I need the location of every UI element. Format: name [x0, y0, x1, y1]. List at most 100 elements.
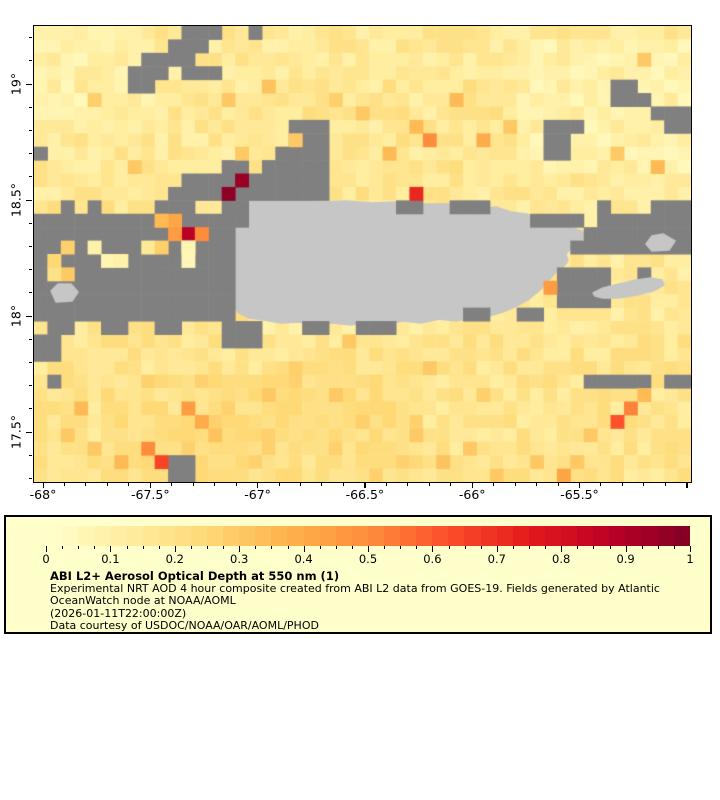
colorbar-minor-tick — [609, 546, 611, 549]
colorbar-minor-tick — [448, 546, 450, 549]
colorbar-segment — [544, 526, 561, 546]
legend-line: Data courtesy of USDOC/NOAA/OAR/AOML/PHO… — [50, 619, 319, 633]
lat-tick-label: 19° — [8, 72, 24, 96]
lat-minor-tick — [28, 222, 32, 224]
lat-major-tick — [26, 315, 32, 317]
lon-minor-tick — [278, 482, 280, 486]
lon-minor-tick — [321, 482, 323, 486]
colorbar-segment — [223, 526, 240, 546]
lon-minor-tick — [63, 482, 65, 486]
colorbar-segment — [528, 526, 545, 546]
colorbar-segment — [110, 526, 127, 546]
legend-line: OceanWatch node at NOAA/AOML — [50, 594, 236, 608]
legend-text-block: ABI L2+ Aerosol Optical Depth at 550 nm … — [50, 570, 660, 633]
colorbar-minor-tick — [400, 546, 402, 549]
lon-minor-tick — [235, 482, 237, 486]
colorbar-segment — [577, 526, 594, 546]
colorbar-segment — [383, 526, 401, 546]
lon-major-tick — [42, 482, 44, 488]
colorbar-minor-tick — [657, 546, 659, 549]
lon-minor-tick — [106, 482, 108, 486]
colorbar-segment — [625, 526, 642, 546]
lon-minor-tick — [621, 482, 623, 486]
colorbar-segment — [174, 526, 191, 546]
colorbar-major-tick — [303, 546, 305, 552]
lat-tick-label: 18° — [8, 304, 24, 328]
colorbar-segment — [126, 526, 143, 546]
lat-minor-tick — [28, 60, 32, 62]
colorbar-minor-tick — [480, 546, 482, 549]
colorbar-minor-tick — [335, 546, 337, 549]
colorbar-segment — [480, 526, 497, 546]
colorbar-minor-tick — [416, 546, 418, 549]
colorbar-segment — [609, 526, 626, 546]
colorbar-segment — [78, 526, 95, 546]
colorbar-major-tick — [174, 546, 176, 552]
colorbar-minor-tick — [126, 546, 128, 549]
colorbar-segment — [255, 526, 272, 546]
lon-minor-tick — [171, 482, 173, 486]
colorbar-minor-tick — [464, 546, 466, 549]
colorbar-minor-tick — [190, 546, 192, 549]
lon-minor-tick — [214, 482, 216, 486]
lat-major-tick — [26, 83, 32, 85]
lon-minor-tick — [428, 482, 430, 486]
colorbar-tick-label: 0.1 — [101, 552, 120, 566]
colorbar-segment — [46, 526, 63, 546]
colorbar-minor-tick — [78, 546, 80, 549]
colorbar-minor-tick — [593, 546, 595, 549]
lat-minor-tick — [28, 129, 32, 131]
lat-minor-tick — [28, 37, 32, 39]
colorbar-segment — [319, 526, 336, 546]
colorbar-minor-tick — [351, 546, 353, 549]
lon-minor-tick — [85, 482, 87, 486]
colorbar-segment — [206, 526, 224, 546]
colorbar-minor-tick — [319, 546, 321, 549]
colorbar-major-tick — [561, 546, 563, 552]
colorbar-segment — [335, 526, 352, 546]
lon-minor-tick — [342, 482, 344, 486]
colorbar-tick-label: 0.8 — [552, 552, 571, 566]
lon-minor-tick — [385, 482, 387, 486]
colorbar-minor-tick — [223, 546, 225, 549]
colorbar — [46, 526, 690, 546]
lat-minor-tick — [28, 106, 32, 108]
colorbar-segment — [641, 526, 658, 546]
lon-major-tick — [149, 482, 152, 488]
lat-tick-label: 17.5° — [8, 414, 24, 450]
lon-major-tick — [471, 482, 474, 488]
colorbar-segment — [400, 526, 417, 546]
lat-minor-tick — [28, 477, 32, 479]
colorbar-segment — [448, 526, 465, 546]
lon-major-tick — [686, 482, 688, 488]
colorbar-tick-label: 1 — [686, 552, 694, 566]
colorbar-segment — [464, 526, 481, 546]
colorbar-segment — [94, 526, 111, 546]
lat-tick-label: 18.5° — [8, 182, 24, 218]
colorbar-segment — [158, 526, 175, 546]
colorbar-segment — [367, 526, 384, 546]
colorbar-minor-tick — [287, 546, 289, 549]
lon-tick-label: -67° — [244, 487, 271, 502]
colorbar-segment — [561, 526, 578, 546]
lat-minor-tick — [28, 454, 32, 456]
lat-minor-tick — [28, 269, 32, 271]
colorbar-minor-tick — [641, 546, 643, 549]
lon-minor-tick — [514, 482, 516, 486]
colorbar-minor-tick — [512, 546, 514, 549]
colorbar-minor-tick — [577, 546, 579, 549]
lat-minor-tick — [28, 245, 32, 247]
lon-tick-label: -68° — [29, 487, 57, 502]
legend-line: (2026-01-11T22:00:00Z) — [50, 606, 187, 620]
lon-minor-tick — [493, 482, 495, 486]
lon-minor-tick — [192, 482, 194, 486]
colorbar-segment — [142, 526, 159, 546]
colorbar-major-tick — [625, 546, 627, 552]
aod-map-canvas — [33, 25, 692, 483]
lon-minor-tick — [557, 482, 559, 486]
colorbar-tick-label: 0.5 — [358, 552, 378, 566]
colorbar-segment — [303, 526, 320, 546]
colorbar-minor-tick — [142, 546, 144, 549]
colorbar-major-tick — [46, 546, 47, 552]
lon-minor-tick — [643, 482, 645, 486]
